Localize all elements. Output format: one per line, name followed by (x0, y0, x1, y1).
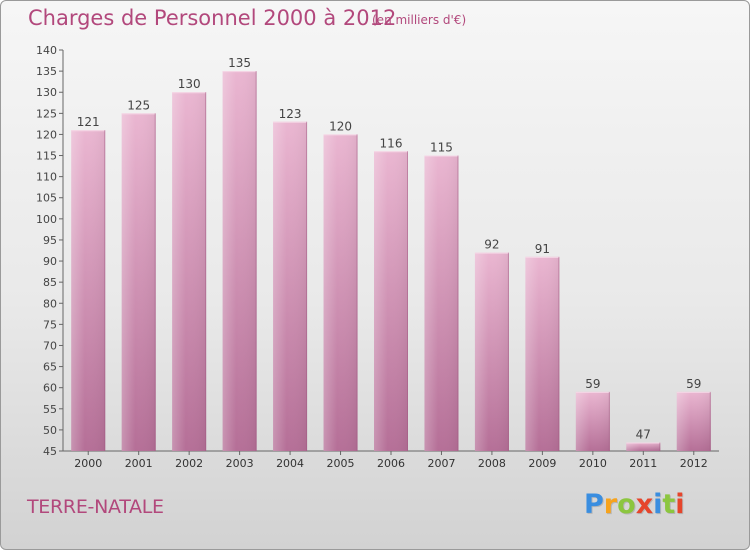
commune-name: TERRE-NATALE (27, 496, 164, 518)
logo-letter: i (675, 489, 685, 520)
y-tick-label: 85 (43, 276, 57, 289)
y-tick-label: 45 (43, 445, 57, 458)
data-label: 59 (686, 377, 701, 391)
y-tick-label: 125 (36, 107, 57, 120)
bar-shade (323, 134, 358, 451)
x-tick-label: 2000 (74, 457, 102, 470)
proxiti-logo: Proxiti (584, 489, 685, 520)
y-tick-label: 135 (36, 65, 57, 78)
logo-letter: r (603, 489, 618, 520)
y-tick-label: 50 (43, 424, 57, 437)
bar-shade (71, 130, 106, 451)
y-tick-label: 70 (43, 339, 57, 352)
data-label: 91 (535, 242, 550, 256)
x-tick-label: 2009 (528, 457, 556, 470)
data-label: 59 (585, 377, 600, 391)
y-tick-label: 80 (43, 297, 57, 310)
bar-shade (172, 92, 207, 452)
logo-letter: o (617, 489, 636, 520)
chart-title: Charges de Personnel 2000 à 2012 (28, 6, 397, 30)
y-tick-label: 55 (43, 403, 57, 416)
y-tick-label: 115 (36, 150, 57, 163)
bar-shade (626, 442, 661, 451)
x-tick-label: 2008 (478, 457, 506, 470)
y-tick-label: 75 (43, 318, 57, 331)
bar-shade (575, 391, 610, 451)
y-tick-label: 140 (36, 44, 57, 57)
x-tick-label: 2011 (629, 457, 657, 470)
x-tick-label: 2005 (327, 457, 355, 470)
y-tick-label: 105 (36, 192, 57, 205)
bar-shade (121, 113, 156, 451)
logo-letter: x (635, 489, 654, 520)
x-tick-label: 2003 (226, 457, 254, 470)
y-tick-label: 95 (43, 234, 57, 247)
y-tick-label: 110 (36, 171, 57, 184)
bar-shade (525, 256, 560, 451)
y-tick-label: 90 (43, 255, 57, 268)
x-tick-label: 2007 (427, 457, 455, 470)
data-label: 125 (127, 98, 150, 112)
x-tick-label: 2010 (579, 457, 607, 470)
data-label: 116 (380, 136, 403, 150)
y-tick-label: 130 (36, 86, 57, 99)
bar-shade (374, 151, 408, 451)
logo-letter: i (653, 489, 663, 520)
data-label: 92 (484, 238, 499, 252)
data-label: 130 (178, 77, 201, 91)
x-tick-label: 2004 (276, 457, 304, 470)
data-label: 135 (228, 56, 251, 70)
x-tick-label: 2006 (377, 457, 405, 470)
chart-subtitle: (en milliers d'€) (372, 13, 467, 27)
x-tick-label: 2012 (680, 457, 708, 470)
y-tick-label: 65 (43, 361, 57, 374)
bar-shade (474, 252, 509, 451)
x-tick-label: 2001 (125, 457, 153, 470)
y-tick-label: 120 (36, 128, 57, 141)
data-label: 47 (636, 428, 651, 442)
data-label: 121 (77, 115, 100, 129)
bar-shade (273, 121, 308, 451)
data-label: 120 (329, 119, 352, 133)
bar-shade (222, 71, 257, 452)
bar-shade (676, 391, 711, 451)
y-tick-label: 100 (36, 213, 57, 226)
y-tick-label: 60 (43, 382, 57, 395)
logo-letter: P (584, 489, 604, 520)
x-tick-label: 2002 (175, 457, 203, 470)
data-label: 115 (430, 141, 453, 155)
logo-letter: t (662, 489, 676, 520)
bar-shade (424, 155, 459, 452)
data-label: 123 (279, 107, 302, 121)
